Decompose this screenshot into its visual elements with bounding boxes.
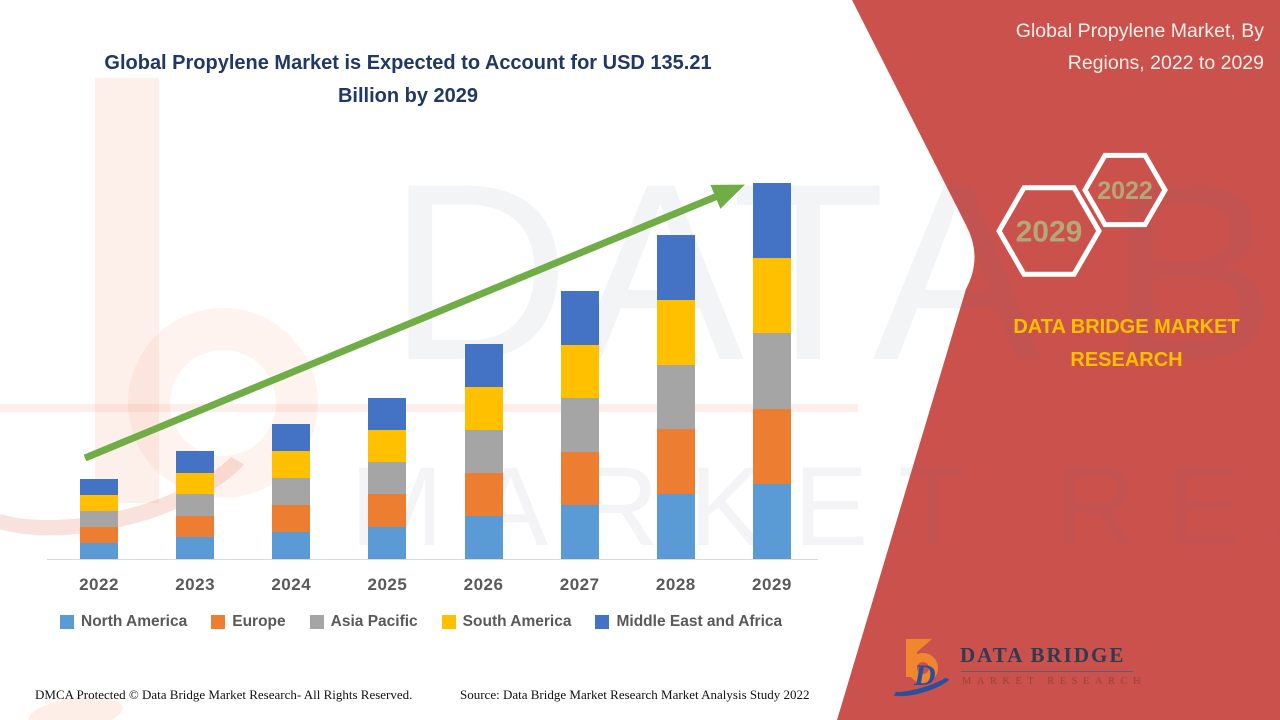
x-axis-label-2028: 2028 <box>655 575 696 594</box>
bar-2023-north-america <box>176 537 215 559</box>
bar-2024-asia-pacific <box>272 478 311 506</box>
hexagon-2029-label: 2029 <box>1016 216 1083 249</box>
bar-2027-middle-east-and-africa <box>560 290 599 345</box>
bar-2026-north-america <box>464 516 503 559</box>
legend-item-europe: Europe <box>211 613 286 631</box>
bar-2029-europe <box>752 408 791 484</box>
logo-tagline: MARKET RESEARCH <box>962 676 1147 687</box>
bar-2026-south-america <box>464 387 503 430</box>
bar-2024-north-america <box>272 532 311 559</box>
x-axis-label-2025: 2025 <box>367 575 408 594</box>
bar-2028-south-america <box>656 299 695 365</box>
bar-2022-asia-pacific <box>80 511 118 527</box>
bar-2023-asia-pacific <box>176 494 215 516</box>
bar-2022-north-america <box>80 543 118 559</box>
bar-2022-middle-east-and-africa <box>80 479 118 496</box>
x-axis-label-2023: 2023 <box>175 575 216 594</box>
hexagon-2029 <box>996 185 1102 277</box>
x-axis-label-2027: 2027 <box>559 575 600 594</box>
source-notice: Source: Data Bridge Market Research Mark… <box>460 687 810 702</box>
hexagon-2022-label: 2022 <box>1097 177 1153 205</box>
data-bridge-logo: D DATA BRIDGE MARKET RESEARCH <box>884 633 1158 713</box>
bar-2025-asia-pacific <box>368 462 407 495</box>
legend-label-europe: Europe <box>232 613 286 630</box>
bar-2029-middle-east-and-africa <box>752 183 791 259</box>
legend-item-middle-east-and-africa: Middle East and Africa <box>595 613 782 631</box>
dmca-notice: DMCA Protected © Data Bridge Market Rese… <box>35 687 413 702</box>
logo-b-flag <box>917 639 932 652</box>
logo-mark-icon: D <box>884 633 956 705</box>
legend-item-north-america: North America <box>60 613 187 631</box>
bar-2026-europe <box>464 473 503 516</box>
bar-2029-asia-pacific <box>752 333 791 409</box>
panel-title: Global Propylene Market, By Regions, 202… <box>1015 20 1264 74</box>
logo-rule <box>961 671 1133 672</box>
bar-2026-asia-pacific <box>464 430 503 473</box>
legend-item-south-america: South America <box>441 613 572 631</box>
bar-2027-asia-pacific <box>560 398 599 452</box>
bar-2027-south-america <box>560 344 599 399</box>
logo-b-bowl <box>908 653 938 683</box>
legend-label-north-america: North America <box>81 613 188 630</box>
brand-wordmark: DATA BRIDGE MARKET RESEARCH <box>1013 316 1240 371</box>
bar-2025-europe <box>368 494 407 527</box>
bar-2026-middle-east-and-africa <box>464 344 503 387</box>
legend-label-middle-east-and-africa: Middle East and Africa <box>616 613 783 630</box>
bar-2028-europe <box>656 429 695 495</box>
chart-title: Global Propylene Market is Expected to A… <box>104 52 712 107</box>
logo-d-letter: D <box>914 659 936 692</box>
bar-2029-north-america <box>752 483 791 559</box>
bar-2022-south-america <box>80 495 118 512</box>
year-hexagons: 2022 2029 <box>996 152 1168 277</box>
legend-label-south-america: South America <box>462 613 572 630</box>
bar-2028-middle-east-and-africa <box>656 235 695 300</box>
bar-2024-middle-east-and-africa <box>272 424 311 452</box>
legend-label-asia-pacific: Asia Pacific <box>330 613 418 630</box>
legend-swatch-middle-east-and-africa <box>595 615 610 629</box>
legend-item-asia-pacific: Asia Pacific <box>309 613 418 631</box>
legend-swatch-asia-pacific <box>309 615 324 629</box>
bar-2025-middle-east-and-africa <box>368 397 407 430</box>
x-axis-label-2029: 2029 <box>752 575 792 594</box>
bar-2024-europe <box>272 505 311 533</box>
legend-swatch-north-america <box>60 615 74 629</box>
bar-2023-middle-east-and-africa <box>176 450 215 473</box>
logo-name: DATA BRIDGE <box>960 643 1126 667</box>
x-axis-label-2026: 2026 <box>463 575 504 594</box>
bar-2027-north-america <box>560 505 599 559</box>
chart-legend: North America Europe Asia Pacific South Ame… <box>60 613 782 631</box>
bar-2027-europe <box>560 451 599 506</box>
bar-2025-south-america <box>368 429 407 463</box>
bar-2023-europe <box>176 515 215 538</box>
bar-2022-europe <box>80 527 118 543</box>
bar-2028-asia-pacific <box>656 364 695 430</box>
x-axis-label-2024: 2024 <box>271 575 312 594</box>
bar-2028-north-america <box>656 494 695 559</box>
bar-2024-south-america <box>272 451 311 479</box>
hexagon-2022 <box>1082 152 1168 228</box>
bar-2023-south-america <box>176 472 215 495</box>
bar-2029-south-america <box>752 258 791 334</box>
x-axis-line <box>47 559 818 560</box>
legend-swatch-europe <box>211 615 226 629</box>
legend-swatch-south-america <box>441 615 456 629</box>
x-axis-label-2022: 2022 <box>79 575 119 594</box>
bar-2025-north-america <box>368 526 407 559</box>
